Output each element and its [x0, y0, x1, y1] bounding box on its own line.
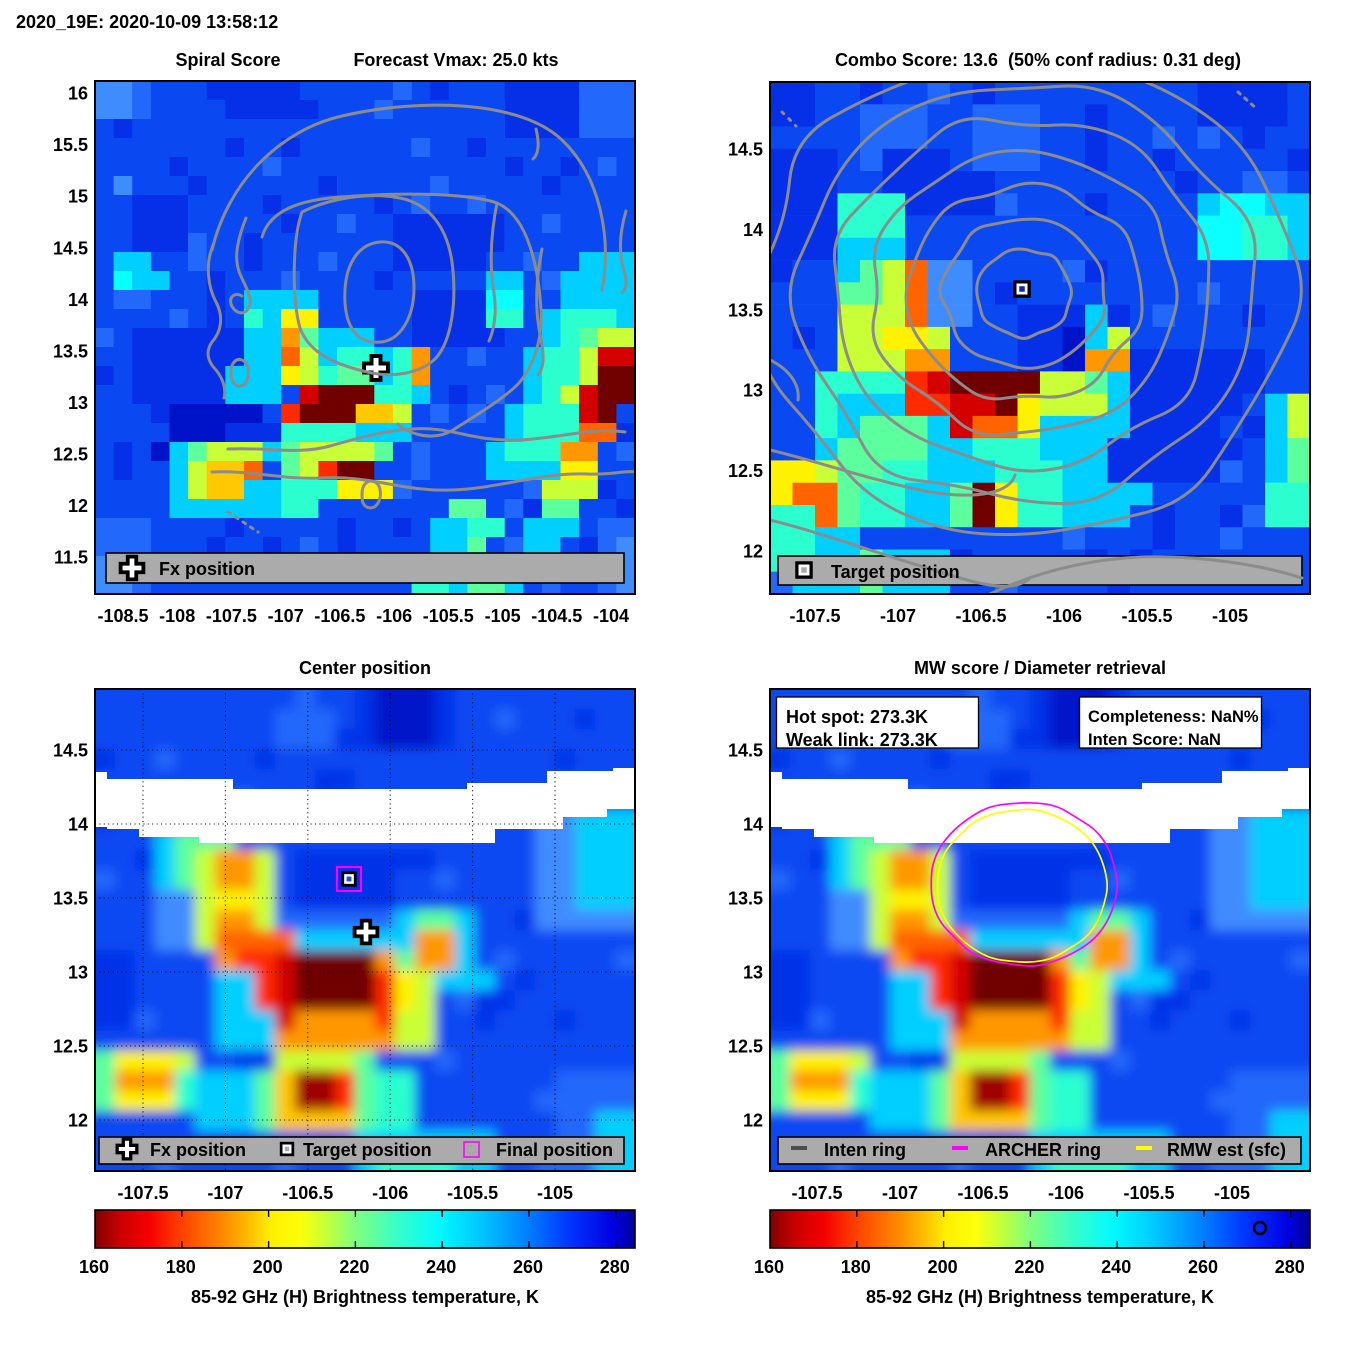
svg-text:14.5: 14.5 — [728, 140, 763, 160]
svg-text:Target position: Target position — [303, 1140, 432, 1160]
svg-text:200: 200 — [253, 1257, 283, 1277]
svg-text:260: 260 — [1188, 1257, 1218, 1277]
svg-text:-105.5: -105.5 — [1121, 606, 1172, 626]
svg-text:-107.5: -107.5 — [789, 606, 840, 626]
svg-text:-105: -105 — [1214, 1183, 1250, 1203]
svg-text:2020_19E: 2020-10-09 13:58:12: 2020_19E: 2020-10-09 13:58:12 — [16, 12, 278, 32]
svg-text:Combo Score: 13.6 (50% conf r: Combo Score: 13.6 (50% conf radius: 0.31… — [835, 50, 1241, 70]
svg-text:13.5: 13.5 — [53, 889, 88, 909]
svg-text:14: 14 — [68, 290, 88, 310]
svg-text:15: 15 — [68, 187, 88, 207]
svg-text:12: 12 — [68, 1111, 88, 1131]
svg-text:13.5: 13.5 — [728, 889, 763, 909]
svg-text:12: 12 — [68, 496, 88, 516]
svg-text:-108.5: -108.5 — [97, 606, 148, 626]
svg-text:85-92 GHz (H) Brightness tempe: 85-92 GHz (H) Brightness temperature, K — [191, 1287, 539, 1307]
svg-text:13: 13 — [68, 963, 88, 983]
svg-text:-105.5: -105.5 — [1123, 1183, 1174, 1203]
svg-text:13.5: 13.5 — [53, 341, 88, 361]
svg-text:-107: -107 — [207, 1183, 243, 1203]
svg-text:-107.5: -107.5 — [117, 1183, 168, 1203]
svg-text:220: 220 — [339, 1257, 369, 1277]
svg-text:-108: -108 — [159, 606, 195, 626]
svg-text:240: 240 — [1101, 1257, 1131, 1277]
svg-text:Inten Score: NaN: Inten Score: NaN — [1088, 731, 1221, 749]
svg-text:14.5: 14.5 — [53, 741, 88, 761]
svg-text:MW score / Diameter retrieval: MW score / Diameter retrieval — [914, 658, 1166, 678]
svg-text:12: 12 — [743, 1111, 763, 1131]
svg-text:-107.5: -107.5 — [206, 606, 257, 626]
svg-text:-107: -107 — [268, 606, 304, 626]
svg-text:200: 200 — [928, 1257, 958, 1277]
svg-text:Completeness: NaN%: Completeness: NaN% — [1088, 708, 1259, 726]
svg-text:14.5: 14.5 — [728, 741, 763, 761]
svg-text:240: 240 — [426, 1257, 456, 1277]
svg-text:-106.5: -106.5 — [955, 606, 1006, 626]
svg-text:-107: -107 — [882, 1183, 918, 1203]
svg-text:Fx position: Fx position — [159, 559, 255, 579]
svg-text:-106.5: -106.5 — [957, 1183, 1008, 1203]
svg-text:ARCHER ring: ARCHER ring — [985, 1140, 1101, 1160]
svg-text:12.5: 12.5 — [728, 461, 763, 481]
svg-text:85-92 GHz (H) Brightness tempe: 85-92 GHz (H) Brightness temperature, K — [866, 1287, 1214, 1307]
svg-text:12.5: 12.5 — [53, 1037, 88, 1057]
svg-text:-106: -106 — [1046, 606, 1082, 626]
svg-text:Forecast Vmax: 25.0 kts: Forecast Vmax: 25.0 kts — [353, 50, 558, 70]
svg-text:16: 16 — [68, 84, 88, 104]
svg-text:13.5: 13.5 — [728, 300, 763, 320]
svg-text:-105.5: -105.5 — [447, 1183, 498, 1203]
svg-text:-106.5: -106.5 — [314, 606, 365, 626]
svg-text:220: 220 — [1014, 1257, 1044, 1277]
svg-text:-106: -106 — [372, 1183, 408, 1203]
svg-text:-104.5: -104.5 — [531, 606, 582, 626]
svg-text:14: 14 — [743, 220, 763, 240]
svg-text:180: 180 — [841, 1257, 871, 1277]
svg-text:Inten ring: Inten ring — [824, 1140, 906, 1160]
svg-text:12.5: 12.5 — [728, 1037, 763, 1057]
svg-text:12.5: 12.5 — [53, 445, 88, 465]
svg-text:280: 280 — [1275, 1257, 1305, 1277]
svg-text:11.5: 11.5 — [54, 548, 88, 568]
svg-text:-106: -106 — [376, 606, 412, 626]
svg-text:Spiral Score: Spiral Score — [175, 50, 280, 70]
svg-text:Fx position: Fx position — [150, 1140, 246, 1160]
svg-text:14: 14 — [743, 815, 763, 835]
svg-text:160: 160 — [79, 1257, 109, 1277]
svg-text:-106: -106 — [1048, 1183, 1084, 1203]
svg-text:Final position: Final position — [496, 1140, 613, 1160]
svg-text:RMW est (sfc): RMW est (sfc) — [1167, 1140, 1286, 1160]
svg-text:-104: -104 — [593, 606, 629, 626]
svg-text:13: 13 — [743, 381, 763, 401]
svg-text:13: 13 — [743, 963, 763, 983]
svg-text:Target position: Target position — [831, 562, 960, 582]
svg-text:14.5: 14.5 — [53, 238, 88, 258]
svg-text:160: 160 — [754, 1257, 784, 1277]
svg-text:Weak link: 273.3K: Weak link: 273.3K — [786, 730, 938, 750]
svg-text:180: 180 — [166, 1257, 196, 1277]
svg-text:-107.5: -107.5 — [791, 1183, 842, 1203]
svg-text:Center position: Center position — [299, 658, 431, 678]
svg-text:-105.5: -105.5 — [423, 606, 474, 626]
svg-text:260: 260 — [513, 1257, 543, 1277]
svg-text:15.5: 15.5 — [53, 135, 88, 155]
svg-text:14: 14 — [68, 815, 88, 835]
svg-text:-105: -105 — [485, 606, 521, 626]
svg-text:-105: -105 — [537, 1183, 573, 1203]
svg-text:280: 280 — [600, 1257, 630, 1277]
svg-text:-107: -107 — [880, 606, 916, 626]
svg-text:13: 13 — [68, 393, 88, 413]
svg-text:12: 12 — [743, 542, 763, 562]
svg-text:-105: -105 — [1212, 606, 1248, 626]
svg-text:Hot spot: 273.3K: Hot spot: 273.3K — [786, 707, 928, 727]
svg-text:-106.5: -106.5 — [282, 1183, 333, 1203]
